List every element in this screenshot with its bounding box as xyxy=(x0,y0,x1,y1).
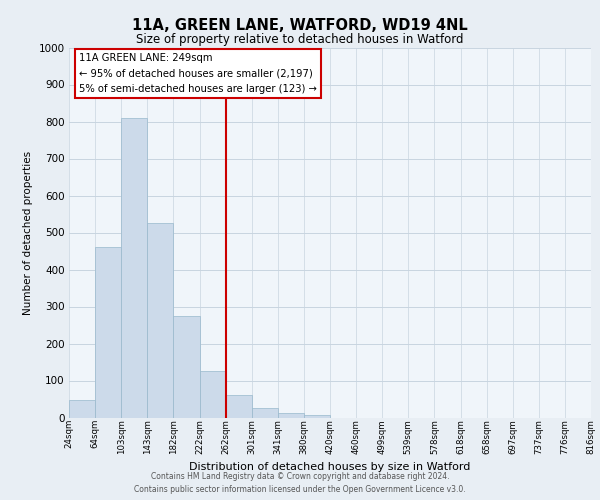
Bar xyxy=(95,248,121,418)
Bar xyxy=(199,371,226,418)
Bar xyxy=(148,223,173,418)
Text: Size of property relative to detached houses in Watford: Size of property relative to detached ho… xyxy=(136,32,464,46)
Bar xyxy=(173,316,199,418)
Bar xyxy=(278,412,304,418)
Bar xyxy=(304,414,330,418)
Bar xyxy=(69,400,95,417)
Bar xyxy=(252,408,278,418)
Y-axis label: Number of detached properties: Number of detached properties xyxy=(23,150,33,314)
Text: Contains HM Land Registry data © Crown copyright and database right 2024.
Contai: Contains HM Land Registry data © Crown c… xyxy=(134,472,466,494)
Text: 11A GREEN LANE: 249sqm
← 95% of detached houses are smaller (2,197)
5% of semi-d: 11A GREEN LANE: 249sqm ← 95% of detached… xyxy=(79,53,317,94)
Bar xyxy=(226,396,252,417)
Bar xyxy=(121,118,148,418)
Text: 11A, GREEN LANE, WATFORD, WD19 4NL: 11A, GREEN LANE, WATFORD, WD19 4NL xyxy=(132,18,468,32)
X-axis label: Distribution of detached houses by size in Watford: Distribution of detached houses by size … xyxy=(190,462,470,472)
